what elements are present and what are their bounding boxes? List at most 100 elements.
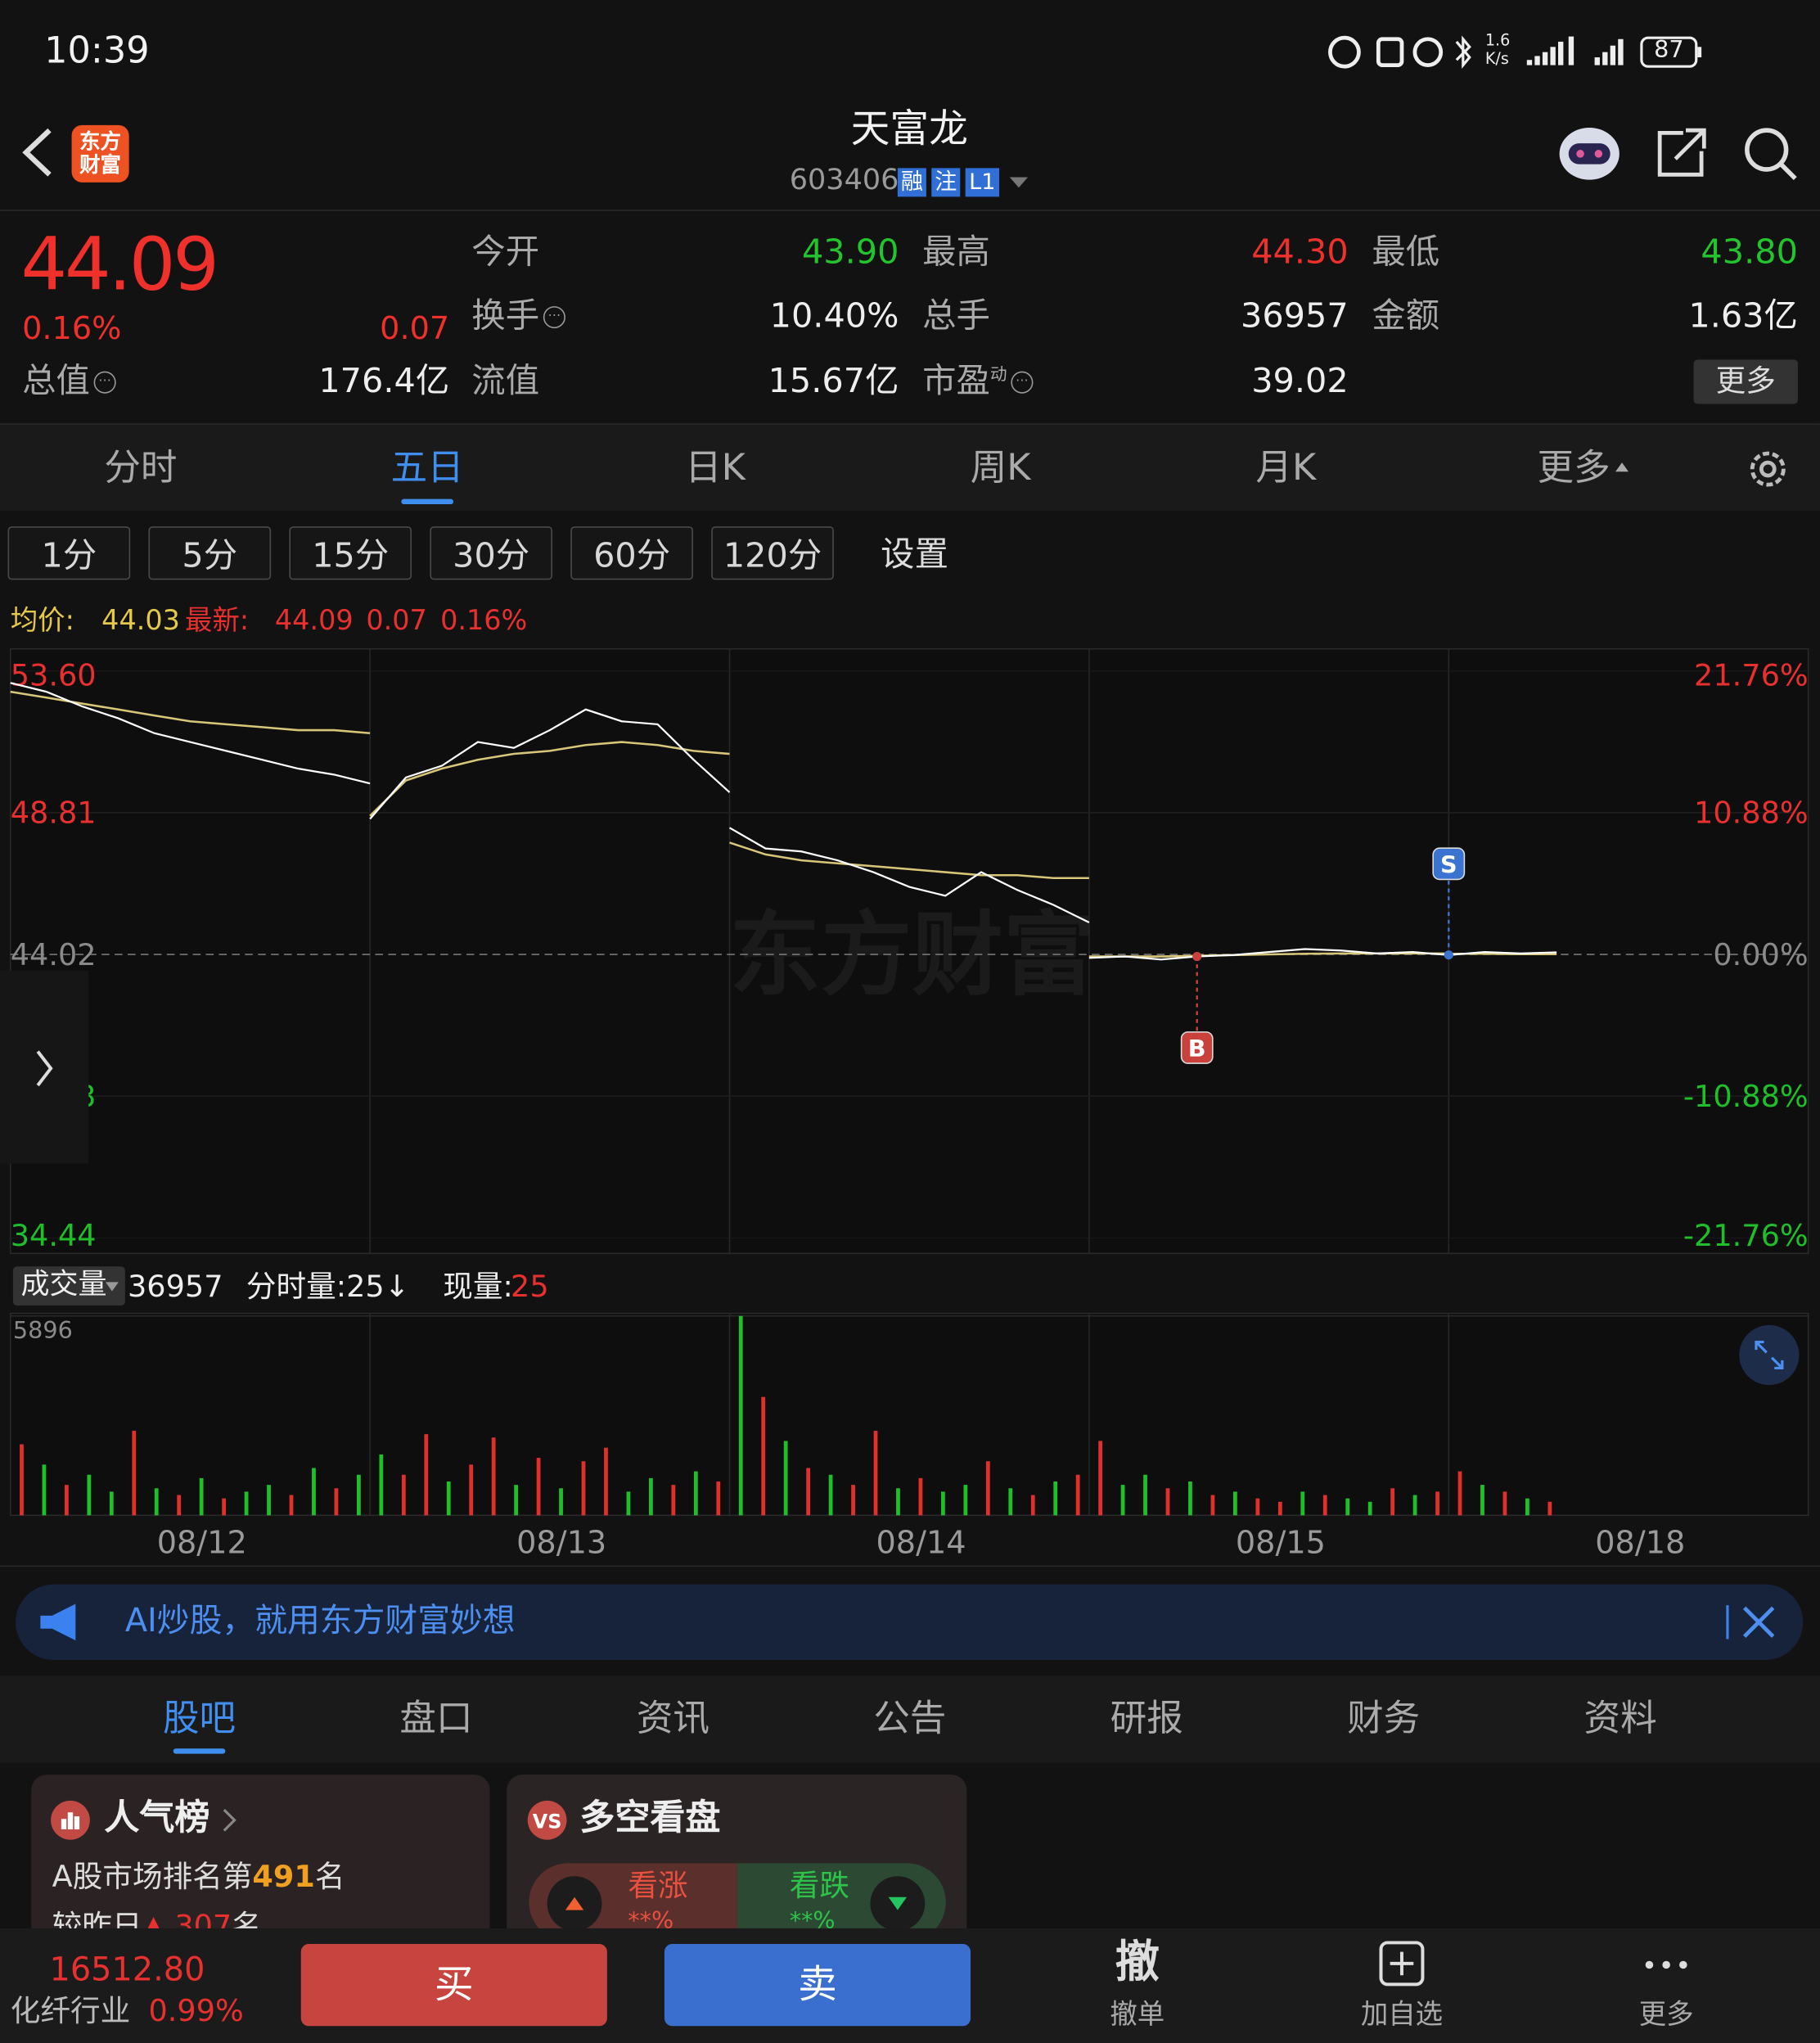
- price-line: [1448, 951, 1557, 956]
- volume-bar: [783, 1441, 788, 1516]
- avg-value: 44.03: [101, 604, 180, 636]
- volume-bar: [1120, 1485, 1125, 1516]
- field-value: 1.63亿: [1688, 296, 1798, 336]
- period-tab[interactable]: 更多: [1537, 445, 1611, 489]
- popularity-card[interactable]: [31, 1775, 490, 1945]
- button-bg: [1739, 1324, 1800, 1386]
- content-tab[interactable]: 资料: [1583, 1696, 1657, 1740]
- content-tab[interactable]: 股吧: [162, 1696, 237, 1740]
- market-cap-label-text: 总值: [22, 362, 90, 402]
- cancel-label[interactable]: 撤单: [1110, 1998, 1165, 2031]
- period-tab[interactable]: 五日: [390, 445, 464, 489]
- volume-bar: [109, 1491, 114, 1516]
- minute-button[interactable]: 120分: [711, 526, 834, 580]
- field-sup: 动: [989, 365, 1007, 386]
- dropdown-arrow[interactable]: [1008, 174, 1029, 190]
- more-label[interactable]: 更多: [1638, 1998, 1694, 2031]
- fullscreen-button[interactable]: [1738, 1324, 1800, 1386]
- shape: [1576, 150, 1584, 158]
- content-tab[interactable]: 研报: [1110, 1696, 1183, 1740]
- content-tab[interactable]: 资讯: [636, 1696, 710, 1740]
- settings-link[interactable]: 设置: [881, 535, 948, 575]
- volume-selector[interactable]: [12, 1266, 125, 1306]
- cancel-icon[interactable]: 撤: [1115, 1936, 1160, 1989]
- content-tab[interactable]: 公告: [873, 1696, 947, 1740]
- x-tick-label: 08/13: [516, 1525, 606, 1561]
- buy-button[interactable]: 买: [300, 1944, 607, 2027]
- info-icon[interactable]: ⋯: [543, 306, 565, 329]
- period-tab[interactable]: 周K: [970, 445, 1031, 489]
- trade-mark-label: S: [1440, 850, 1457, 878]
- minute-button[interactable]: 1分: [7, 526, 131, 580]
- field-label-text: 最低: [1372, 232, 1440, 273]
- volume-bar: [199, 1477, 204, 1516]
- volume-bar: [806, 1468, 811, 1516]
- banner[interactable]: [16, 1584, 1804, 1661]
- icon: [1328, 35, 1361, 69]
- megaphone: [40, 1603, 76, 1641]
- volume-bar: [985, 1461, 990, 1516]
- shape: [1745, 128, 1789, 172]
- volume-dropdown[interactable]: [104, 1281, 119, 1294]
- shape: [1534, 56, 1540, 65]
- current-volume: 25: [511, 1270, 549, 1305]
- sell-button[interactable]: 卖: [664, 1944, 971, 2027]
- bull-label: 看涨: [628, 1869, 688, 1904]
- chevron: [36, 1050, 53, 1087]
- field-label-text: 最高: [922, 232, 990, 273]
- volume-bar: [604, 1447, 608, 1516]
- side-panel-toggle[interactable]: [0, 970, 89, 1164]
- more-icon[interactable]: [1642, 1955, 1694, 1975]
- banner-close[interactable]: [1741, 1605, 1775, 1639]
- volume-bar: [401, 1474, 406, 1516]
- period-tab[interactable]: 月K: [1255, 445, 1317, 489]
- info-icon[interactable]: ⋯: [1011, 371, 1034, 394]
- period-tab[interactable]: 分时: [104, 445, 178, 489]
- assistant-icon[interactable]: [1559, 128, 1620, 180]
- banner-divider: [1726, 1605, 1729, 1639]
- field-value: 15.67亿: [768, 362, 899, 402]
- field-label: 总手: [922, 300, 990, 333]
- volume-bar: [1233, 1491, 1237, 1516]
- more-button[interactable]: 更多: [1693, 359, 1798, 404]
- battery: [1640, 36, 1698, 68]
- back-button[interactable]: [18, 125, 57, 180]
- volume-bar: [1210, 1495, 1215, 1516]
- volume-bar: [1255, 1498, 1260, 1516]
- last-price: 44.09: [20, 223, 219, 308]
- y-tick-label: 44.02: [11, 937, 97, 972]
- divider: [0, 423, 1820, 425]
- field-value: 43.80: [1701, 232, 1798, 273]
- dropdown-arrow[interactable]: [1615, 462, 1629, 472]
- y-tick-label: 53.60: [11, 657, 97, 692]
- bear-label: 看跌: [789, 1869, 849, 1904]
- shape: [1602, 52, 1608, 65]
- content-tab[interactable]: 盘口: [399, 1696, 473, 1740]
- minute-button[interactable]: 5分: [148, 526, 272, 580]
- add-watchlist-icon[interactable]: [1378, 1940, 1425, 1987]
- minute-button[interactable]: 15分: [289, 526, 412, 580]
- period-tab[interactable]: 日K: [685, 445, 746, 489]
- minute-button[interactable]: 60分: [570, 526, 693, 580]
- shape: [1657, 130, 1704, 177]
- app-logo[interactable]: [71, 124, 129, 183]
- share-icon[interactable]: [1657, 128, 1706, 177]
- add-watchlist-label[interactable]: 加自选: [1360, 1998, 1444, 2031]
- volume-bar: [289, 1495, 294, 1516]
- bear-icon: [870, 1876, 926, 1932]
- period-tab-underline: [401, 498, 454, 505]
- shape: [1558, 41, 1564, 65]
- minute-button[interactable]: 30分: [430, 526, 552, 580]
- volume-bar: [1390, 1488, 1395, 1516]
- shape: [1645, 1960, 1654, 1969]
- volume-bar: [42, 1464, 47, 1516]
- battery-tip: [1697, 47, 1702, 58]
- x-tick-label: 08/18: [1595, 1525, 1685, 1561]
- volume-bar: [559, 1488, 563, 1516]
- search-icon[interactable]: [1745, 128, 1797, 181]
- field-value: 44.30: [1251, 232, 1349, 273]
- content-tab[interactable]: 财务: [1347, 1696, 1421, 1740]
- chart-settings-icon[interactable]: [1743, 444, 1792, 494]
- gear: [1750, 451, 1786, 487]
- volume-bar: [828, 1474, 833, 1516]
